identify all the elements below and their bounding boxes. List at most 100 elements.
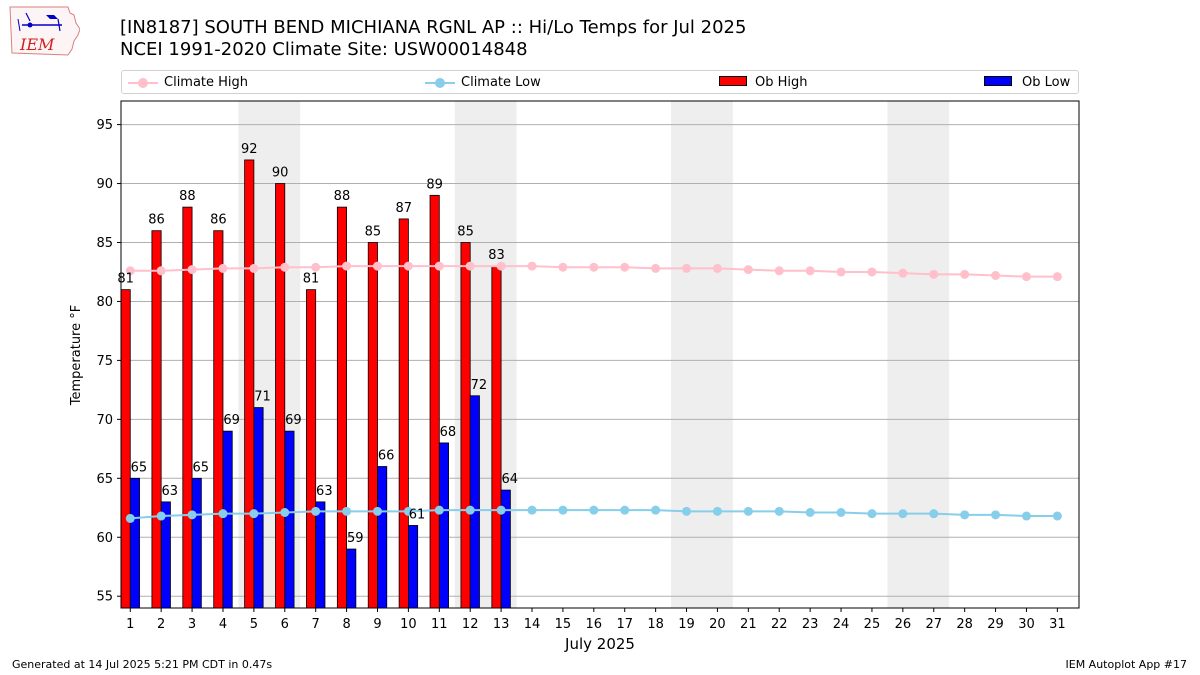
x-tick-label: 24 (833, 617, 850, 632)
climate-high-point (342, 261, 352, 271)
climate-low-point (156, 511, 166, 521)
climate-low-point (187, 510, 197, 520)
ob-high-bar (306, 289, 317, 609)
climate-low-point (589, 505, 599, 515)
ob-high-bar (244, 159, 255, 609)
climate-low-point (465, 505, 475, 515)
ob-low-bar (407, 525, 419, 609)
climate-high-point (805, 266, 815, 276)
climate-high-point (620, 262, 630, 272)
ob-high-bar (367, 242, 378, 609)
ob-high-value-label: 88 (334, 189, 351, 204)
x-tick-label: 23 (802, 617, 819, 632)
climate-high-point (558, 262, 568, 272)
y-tick-label: 95 (96, 118, 113, 133)
ob-high-value-label: 83 (488, 248, 505, 263)
climate-low-point (372, 506, 382, 516)
legend-ob-high-swatch (719, 76, 747, 86)
ob-low-bar (438, 442, 449, 609)
y-tick-label: 55 (96, 590, 113, 605)
weekend-shade (887, 101, 950, 608)
ob-low-value-label: 65 (192, 460, 209, 475)
climate-low-point (651, 505, 661, 515)
climate-high-point (1021, 272, 1031, 282)
ob-low-value-label: 69 (223, 413, 240, 428)
climate-low-point (774, 506, 784, 516)
climate-low-point (1021, 511, 1031, 521)
ob-high-bar (460, 242, 471, 609)
ob-low-value-label: 69 (285, 413, 302, 428)
ob-low-bar (315, 501, 326, 609)
chart-subtitle: NCEI 1991-2020 Climate Site: USW00014848 (120, 39, 528, 60)
climate-high-point (249, 263, 259, 273)
x-tick-label: 6 (281, 617, 289, 632)
iem-logo-text: IEM (19, 35, 55, 54)
ob-high-value-label: 85 (457, 224, 474, 239)
plot-frame (120, 100, 1080, 609)
ob-high-value-label: 85 (365, 224, 382, 239)
x-tick-label: 14 (524, 617, 541, 632)
ob-high-bar (398, 218, 409, 609)
x-tick-label: 15 (555, 617, 572, 632)
x-axis-label: July 2025 (564, 635, 635, 653)
x-tick-label: 26 (895, 617, 912, 632)
climate-high-point (960, 269, 970, 279)
climate-high-point (372, 261, 382, 271)
footer-generated: Generated at 14 Jul 2025 5:21 PM CDT in … (12, 658, 273, 671)
climate-low-point (496, 505, 506, 515)
ob-low-bar (222, 430, 233, 609)
ob-low-value-label: 66 (378, 449, 395, 464)
climate-high-point (280, 262, 290, 272)
climate-low-point (558, 505, 568, 515)
legend-climate-high-marker (138, 78, 148, 88)
x-tick-label: 13 (493, 617, 510, 632)
climate-high-point (991, 271, 1001, 281)
x-tick-label: 3 (188, 617, 196, 632)
ob-high-value-label: 89 (426, 177, 443, 192)
x-tick-label: 2 (157, 617, 165, 632)
climate-low-point (867, 509, 877, 519)
weekend-shade (671, 101, 733, 608)
ob-high-value-label: 88 (179, 189, 196, 204)
climate-low-point (836, 507, 846, 517)
ob-low-value-label: 61 (409, 507, 426, 522)
ob-low-value-label: 71 (254, 390, 271, 405)
x-tick-label: 16 (586, 617, 603, 632)
climate-low-point (403, 506, 413, 516)
x-tick-label: 17 (616, 617, 633, 632)
climate-high-point (774, 266, 784, 276)
x-tick-label: 19 (678, 617, 695, 632)
climate-high-point (465, 261, 475, 271)
climate-high-point (187, 265, 197, 275)
x-tick-label: 21 (740, 617, 757, 632)
x-tick-label: 25 (864, 617, 881, 632)
legend-ob-high-label: Ob High (755, 75, 808, 90)
x-tick-label: 28 (956, 617, 973, 632)
ob-high-value-label: 81 (117, 272, 134, 287)
climate-high-point (403, 261, 413, 271)
climate-low-point (682, 506, 692, 516)
chart-title: [IN8187] SOUTH BEND MICHIANA RGNL AP :: … (120, 17, 747, 38)
x-tick-label: 31 (1049, 617, 1066, 632)
ob-low-value-label: 64 (501, 472, 518, 487)
climate-low-point (743, 506, 753, 516)
y-tick-label: 90 (96, 177, 113, 192)
x-tick-label: 30 (1018, 617, 1035, 632)
ob-low-value-label: 63 (316, 484, 333, 499)
ob-high-value-label: 86 (210, 213, 227, 228)
ob-high-bar (151, 230, 162, 609)
climate-high-point (898, 268, 908, 278)
legend-climate-high-label: Climate High (164, 75, 249, 90)
climate-low-point (125, 513, 135, 523)
x-tick-label: 9 (373, 617, 381, 632)
ob-low-bar (469, 395, 480, 609)
x-tick-label: 29 (987, 617, 1004, 632)
ob-high-value-label: 86 (148, 213, 165, 228)
climate-high-point (218, 263, 228, 273)
y-tick-label: 80 (96, 295, 113, 310)
climate-high-point (311, 262, 321, 272)
x-tick-label: 12 (462, 617, 479, 632)
ob-low-value-label: 65 (131, 460, 148, 475)
x-tick-label: 4 (219, 617, 227, 632)
iem-logo: IEM (8, 5, 81, 59)
